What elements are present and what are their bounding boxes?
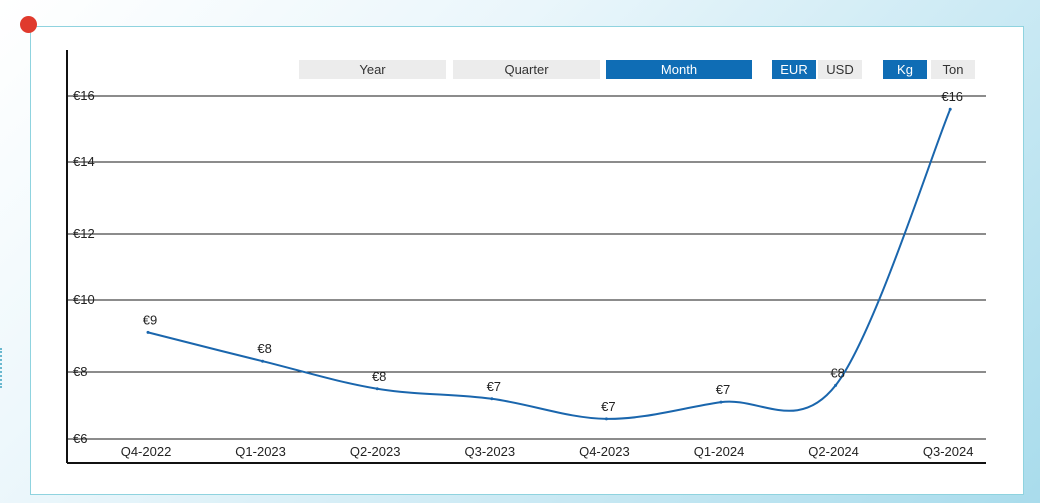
data-point [146, 330, 150, 334]
x-tick-label: Q1-2023 [235, 444, 286, 459]
x-tick-label: Q4-2023 [579, 444, 630, 459]
side-dotted-mark [0, 348, 6, 388]
data-point [834, 383, 838, 387]
period-year-button[interactable]: Year [299, 60, 446, 79]
red-dot-marker [20, 16, 37, 33]
x-tick-label: Q2-2024 [808, 444, 859, 459]
data-label: €7 [716, 382, 730, 397]
data-point [604, 417, 608, 421]
currency-eur-button[interactable]: EUR [772, 60, 816, 79]
y-tick-label: €6 [73, 431, 87, 446]
x-tick-label: Q2-2023 [350, 444, 401, 459]
series-line [147, 108, 952, 420]
data-label: €9 [143, 312, 157, 327]
x-tick-label: Q1-2024 [694, 444, 745, 459]
x-tick-label: Q3-2023 [465, 444, 516, 459]
data-label: €7 [601, 399, 615, 414]
data-label: €7 [487, 379, 501, 394]
y-tick-label: €8 [73, 364, 87, 379]
y-tick-label: €16 [73, 88, 95, 103]
data-point [490, 397, 494, 401]
data-point [719, 400, 723, 404]
chart-card [30, 26, 1024, 495]
y-tick-label: €14 [73, 154, 95, 169]
period-quarter-button[interactable]: Quarter [453, 60, 600, 79]
data-point [375, 387, 379, 391]
y-tick-label: €12 [73, 226, 95, 241]
y-tick-label: €10 [73, 292, 95, 307]
x-tick-label: Q3-2024 [923, 444, 974, 459]
data-label: €8 [830, 365, 844, 380]
period-month-button[interactable]: Month [606, 60, 752, 79]
x-tick-label: Q4-2022 [121, 444, 172, 459]
data-point [948, 107, 952, 111]
unit-ton-button[interactable]: Ton [931, 60, 975, 79]
currency-usd-button[interactable]: USD [818, 60, 862, 79]
data-point [261, 359, 265, 363]
data-label: €8 [257, 341, 271, 356]
data-label: €16 [941, 89, 963, 104]
data-label: €8 [372, 369, 386, 384]
unit-kg-button[interactable]: Kg [883, 60, 927, 79]
